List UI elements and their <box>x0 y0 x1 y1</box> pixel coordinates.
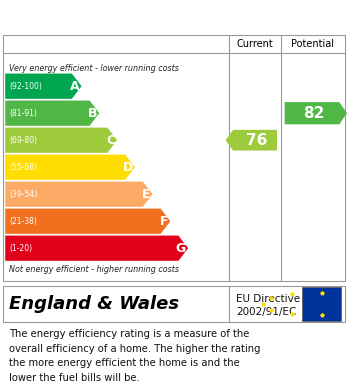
Text: Energy Efficiency Rating: Energy Efficiency Rating <box>9 9 230 23</box>
Polygon shape <box>5 127 117 153</box>
Polygon shape <box>5 236 188 261</box>
Polygon shape <box>5 208 171 234</box>
Polygon shape <box>5 181 153 207</box>
Text: (81-91): (81-91) <box>9 109 37 118</box>
Text: G: G <box>176 242 186 255</box>
Text: E: E <box>142 188 151 201</box>
Text: (55-68): (55-68) <box>9 163 38 172</box>
Text: England & Wales: England & Wales <box>9 295 179 313</box>
Text: The energy efficiency rating is a measure of the
overall efficiency of a home. T: The energy efficiency rating is a measur… <box>9 329 260 382</box>
Text: Potential: Potential <box>291 39 334 49</box>
Text: (69-80): (69-80) <box>9 136 38 145</box>
Text: Not energy efficient - higher running costs: Not energy efficient - higher running co… <box>9 265 179 274</box>
Text: C: C <box>106 134 115 147</box>
Polygon shape <box>5 74 81 99</box>
Polygon shape <box>226 130 277 151</box>
Text: EU Directive: EU Directive <box>236 294 300 304</box>
Text: B: B <box>88 107 97 120</box>
Text: 76: 76 <box>246 133 268 148</box>
Text: (92-100): (92-100) <box>9 82 42 91</box>
Text: 2002/91/EC: 2002/91/EC <box>236 307 296 317</box>
Text: (39-54): (39-54) <box>9 190 38 199</box>
Polygon shape <box>5 154 135 180</box>
Text: A: A <box>70 80 79 93</box>
Text: (1-20): (1-20) <box>9 244 32 253</box>
FancyBboxPatch shape <box>302 287 341 321</box>
Polygon shape <box>285 102 347 124</box>
Polygon shape <box>5 100 99 126</box>
Text: (21-38): (21-38) <box>9 217 37 226</box>
Text: F: F <box>160 215 168 228</box>
Text: Current: Current <box>237 39 274 49</box>
Text: D: D <box>122 161 133 174</box>
Text: Very energy efficient - lower running costs: Very energy efficient - lower running co… <box>9 63 179 72</box>
Text: 82: 82 <box>303 106 324 121</box>
